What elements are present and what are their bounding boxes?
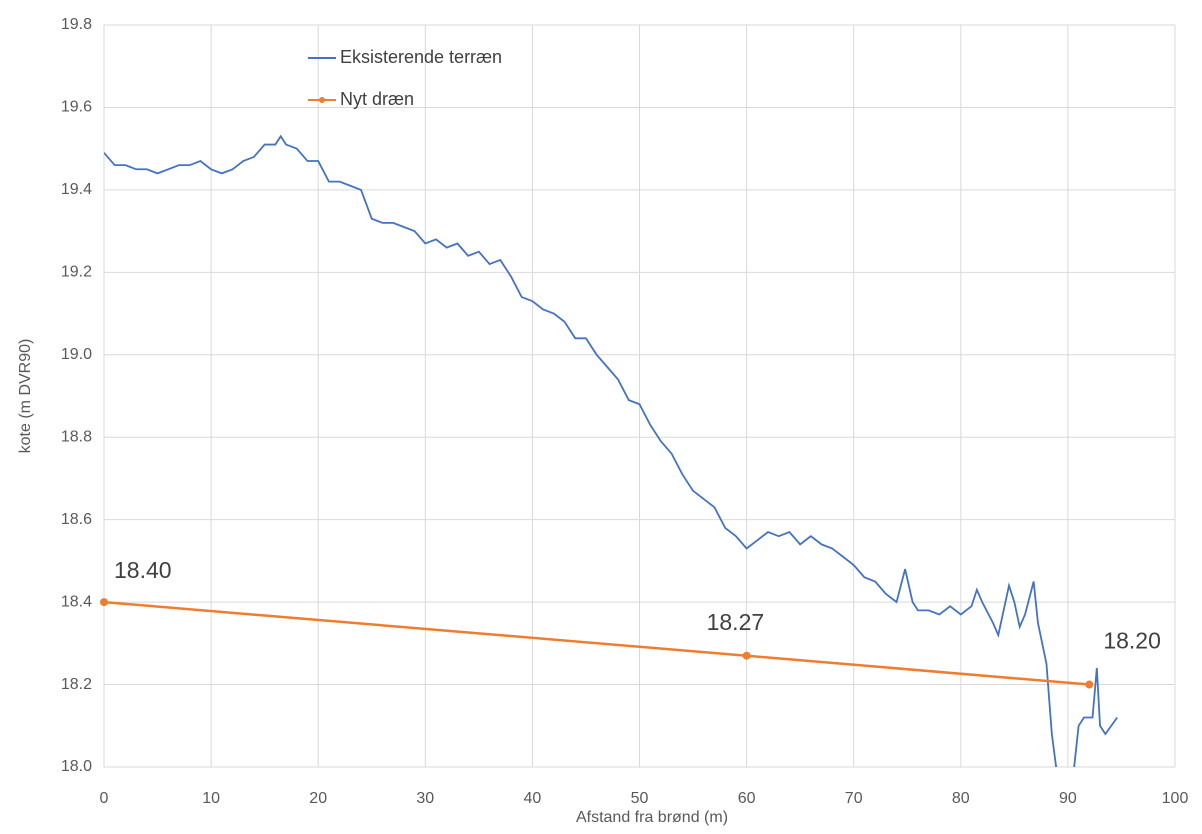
x-tick-label: 30 [416,790,434,807]
y-tick-label: 19.6 [61,99,92,116]
x-tick-label: 40 [524,790,542,807]
x-tick-label: 10 [202,790,220,807]
x-tick-label: 100 [1162,790,1189,807]
legend-marker [319,97,325,103]
marker [1085,680,1094,689]
data-label: 18.20 [1103,628,1161,654]
x-tick-label: 50 [631,790,649,807]
x-axis-label: Afstand fra brønd (m) [576,809,728,826]
series-line [104,600,1090,686]
x-tick-label: 80 [952,790,970,807]
y-tick-label: 18.6 [61,511,92,528]
legend-label: Eksisterende terræn [340,47,502,67]
x-tick-label: 60 [738,790,756,807]
marker [742,651,751,660]
y-tick-label: 19.4 [61,181,92,198]
data-label: 18.27 [707,609,765,635]
legend-label: Nyt dræn [340,89,414,109]
x-tick-label: 70 [845,790,863,807]
y-tick-label: 19.0 [61,346,92,363]
x-tick-label: 20 [309,790,327,807]
y-tick-label: 18.4 [61,593,92,610]
data-label: 18.40 [114,557,172,583]
y-axis-label: kote (m DVR90) [17,339,34,454]
y-tick-label: 18.8 [61,428,92,445]
x-tick-label: 0 [100,790,109,807]
y-tick-label: 18.2 [61,676,92,693]
x-tick-label: 90 [1059,790,1077,807]
marker [100,598,108,607]
y-tick-label: 19.2 [61,264,92,281]
plot-area [104,134,1118,767]
y-tick-label: 18.0 [61,758,92,775]
y-tick-label: 19.8 [61,16,92,33]
series-line [104,134,1118,767]
